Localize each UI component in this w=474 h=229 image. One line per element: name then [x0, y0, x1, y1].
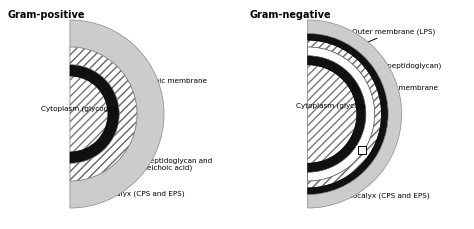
Text: Glycocalyx (CPS and EPS): Glycocalyx (CPS and EPS): [337, 187, 429, 198]
Wedge shape: [70, 21, 164, 208]
Wedge shape: [308, 21, 401, 208]
Bar: [358, 146, 365, 154]
Text: Cell wall (peptidoglycan and
lipoteichoic acid): Cell wall (peptidoglycan and lipoteichoi…: [105, 152, 212, 171]
Wedge shape: [308, 34, 388, 195]
Wedge shape: [70, 48, 137, 181]
Wedge shape: [70, 77, 108, 152]
Text: Cytoplasmic membrane: Cytoplasmic membrane: [117, 78, 208, 90]
Wedge shape: [308, 65, 357, 164]
Text: Cytoplasm (glycogen): Cytoplasm (glycogen): [296, 102, 375, 109]
Text: Cytoplasmic membrane: Cytoplasmic membrane: [352, 85, 438, 101]
Text: Cell wall (peptidoglycan): Cell wall (peptidoglycan): [352, 62, 442, 81]
Text: Cytoplasm (glycogen): Cytoplasm (glycogen): [41, 105, 120, 111]
Wedge shape: [70, 65, 119, 164]
Text: Glycocalyx (CPS and EPS): Glycocalyx (CPS and EPS): [92, 177, 185, 196]
Text: Periplasm: Periplasm: [352, 146, 388, 152]
Text: Gram-positive: Gram-positive: [7, 10, 85, 20]
Text: Outer membrane (LPS): Outer membrane (LPS): [352, 29, 436, 47]
Wedge shape: [308, 48, 375, 181]
Wedge shape: [308, 57, 366, 172]
Wedge shape: [308, 41, 382, 188]
Text: Gram-negative: Gram-negative: [249, 10, 331, 20]
